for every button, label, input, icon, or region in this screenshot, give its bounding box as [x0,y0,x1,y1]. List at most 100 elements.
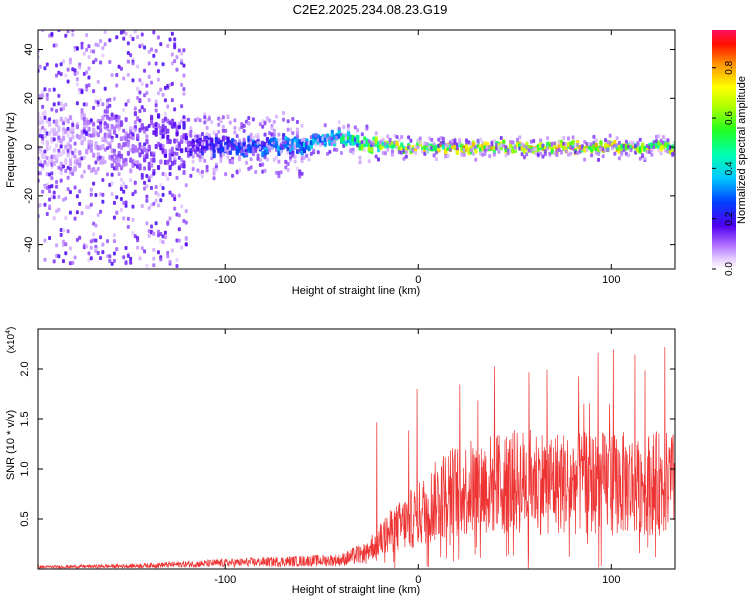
spectrogram-cell [177,213,181,218]
spectrogram-cell [504,153,508,158]
spectrogram-cell [117,153,121,158]
spectrogram-cell [293,159,297,164]
y-tick-label: -40 [23,237,35,253]
spectrogram-cell [55,130,59,136]
spectrogram-cell [96,212,100,217]
spectrogram-cell [166,128,170,134]
spectrogram-cell [284,165,288,170]
spectrogram-cell [55,43,59,48]
spectrogram-cell [231,173,235,178]
spectrogram-cell [150,80,154,85]
spectrogram-cell [112,148,116,153]
spectrogram-cell [291,117,295,122]
spectrogram-cell [184,117,188,122]
spectrogram-cell [448,140,452,145]
spectrogram-cell [94,169,98,175]
spectrogram-cell [59,167,63,172]
spectrogram-cell [96,166,100,171]
spectrogram-cell [59,170,63,176]
spectrogram-cell [254,133,258,138]
spectrogram-cell [96,251,100,256]
spectrogram-cell [99,60,103,65]
spectrogram-cell [214,146,218,151]
spectrogram-cell [604,138,608,143]
spectrogram-cell [154,127,158,133]
spectrogram-cell [314,142,318,147]
spectrogram-cell [66,148,70,153]
spectrogram-cell [136,64,140,69]
spectrogram-cell [168,148,172,153]
spectrogram-cell [75,194,79,199]
spectrogram-cell [99,235,103,240]
spectrogram-cell [492,152,496,157]
spectrogram-cell [145,149,149,154]
spectrogram-cell [166,176,170,181]
colorbar-gradient [712,30,736,269]
spectrogram-cell [71,122,75,127]
spectrogram-cell [170,31,174,36]
spectrogram-cell [275,114,279,119]
spectrogram-cell [430,137,434,142]
spectrogram-cell [249,140,253,145]
spectrogram-cell [485,145,489,150]
spectrogram-cell [263,155,267,160]
spectrogram-cell [163,172,167,177]
spectrogram-cell [386,134,390,139]
spectrogram-cell [112,96,116,101]
colorbar-tick-label: 0.0 [724,262,735,276]
spectrogram-cell [66,133,70,138]
spectrogram-cell [94,193,98,198]
spectrogram-cell [200,131,204,136]
spectrogram-cell [240,149,244,154]
spectrogram-cell [96,132,100,138]
spectrogram-cell [78,189,82,194]
spectrogram-cell [488,145,492,150]
spectrogram-cell [166,254,170,259]
spectrogram-cell [45,131,49,136]
spectrogram-cell [439,140,443,145]
spectrogram-cell [522,143,526,148]
spectrogram-cell [45,156,49,161]
spectrogram-cell [654,139,658,144]
spectrogram-cell [154,190,158,195]
spectrogram-cell [154,108,158,113]
spectrogram-cell [268,148,272,153]
spectrogram-cell [377,157,381,162]
spectrogram-cell [513,145,517,150]
spectrogram-cell [291,153,295,158]
spectrogram-cell [254,147,258,152]
spectrogram-cell [50,176,54,181]
spectrogram-cell [509,139,513,144]
spectrogram-cell [451,138,455,143]
spectrogram-cell [68,246,72,251]
spectrogram-cell [295,166,299,171]
spectrogram-cell [207,133,211,138]
spectrogram-cell [620,152,624,157]
spectrogram-cell [629,140,633,145]
spectrogram-cell [346,123,350,128]
spectrogram-cell [282,110,286,115]
spectrogram-cell [594,150,598,155]
spectrogram-cell [585,141,589,146]
spectrogram-cell [233,130,237,135]
spectrogram-cell [520,142,524,147]
spectrogram-cell [150,114,154,120]
spectrogram-cell [101,242,105,247]
spectrogram-cell [78,150,82,156]
spectrogram-cell [52,102,56,107]
spectrogram-cell [332,139,336,144]
spectrogram-cell [261,140,265,145]
spectrogram-cell [300,138,304,143]
spectrogram-cell [140,32,144,37]
spectrogram-cell [198,118,202,123]
spectrogram-cell [231,144,235,149]
spectrogram-cell [78,201,82,206]
spectrogram-cell [57,148,61,153]
spectrogram-cell [82,71,86,76]
spectrogram-cell [393,140,397,145]
spectrogram-cell [559,150,563,155]
spectrogram-cell [122,76,126,81]
spectrogram-cell [645,149,649,154]
spectrogram-cell [152,263,156,268]
spectrogram-cell [553,151,557,156]
